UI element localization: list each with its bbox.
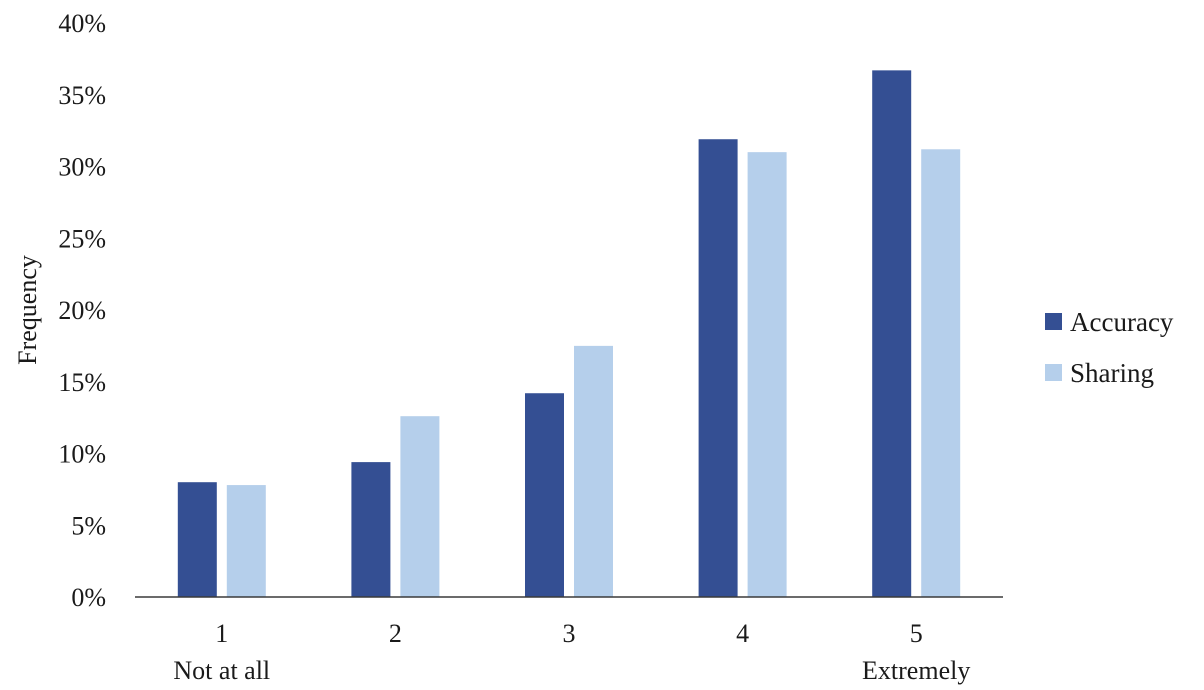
x-tick-label: 3 [563, 619, 576, 648]
x-tick-label: 4 [736, 619, 749, 648]
y-tick-label: 0% [71, 583, 106, 612]
bar-sharing-1 [226, 485, 266, 597]
bar-sharing-5 [921, 149, 961, 597]
y-tick-label: 40% [58, 9, 106, 38]
bars [177, 70, 961, 598]
legend: Accuracy Sharing [1045, 307, 1174, 388]
x-tick-sublabel: Extremely [862, 656, 970, 685]
y-tick-label: 20% [58, 296, 106, 325]
y-tick-label: 25% [58, 224, 106, 253]
legend-swatch-sharing [1045, 364, 1062, 381]
x-axis: 1 Not at all 2 3 4 5 Extremely [173, 619, 970, 685]
legend-label-sharing: Sharing [1070, 358, 1154, 388]
y-axis-title: Frequency [13, 255, 42, 365]
bar-accuracy-5 [872, 70, 912, 598]
bar-sharing-3 [574, 345, 613, 597]
bar-sharing-4 [747, 152, 787, 597]
bar-accuracy-4 [698, 139, 738, 598]
bar-accuracy-1 [177, 482, 217, 597]
x-tick-label: 1 [215, 619, 228, 648]
y-tick-label: 10% [58, 440, 106, 469]
x-tick-label: 2 [389, 619, 402, 648]
y-axis: 0% 5% 10% 15% 20% 25% 30% 35% 40% [58, 9, 106, 612]
y-tick-label: 35% [58, 81, 106, 110]
x-tick-label: 5 [910, 619, 923, 648]
bar-accuracy-2 [351, 462, 391, 597]
y-tick-label: 15% [58, 368, 106, 397]
bar-accuracy-3 [525, 393, 564, 597]
bar-sharing-2 [400, 416, 440, 597]
legend-swatch-accuracy [1045, 313, 1062, 330]
y-tick-label: 30% [58, 153, 106, 182]
x-tick-sublabel: Not at all [173, 656, 270, 685]
legend-label-accuracy: Accuracy [1070, 307, 1174, 337]
y-tick-label: 5% [71, 511, 106, 540]
